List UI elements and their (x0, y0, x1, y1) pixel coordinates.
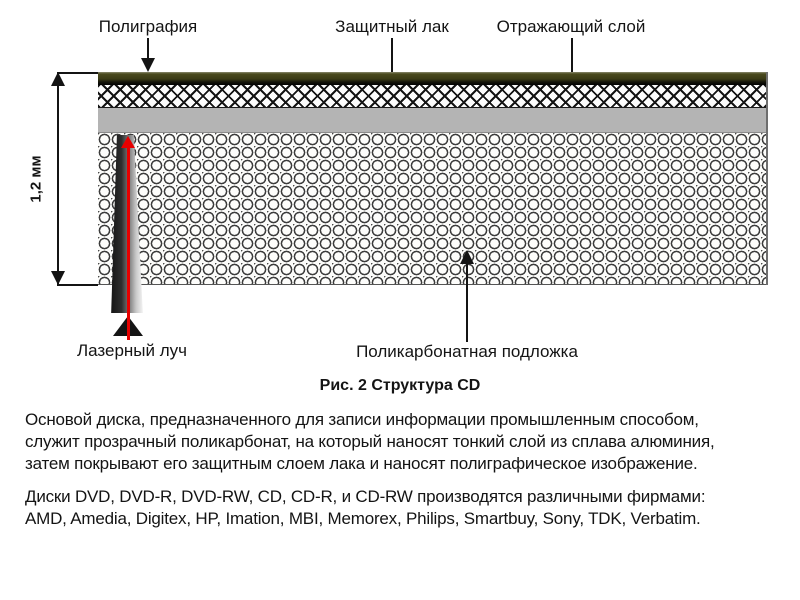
substrate-leader-line (466, 262, 468, 342)
polygraphy-layer (98, 72, 766, 85)
substrate-up-arrow-icon (460, 250, 474, 264)
figure-caption: Рис. 2 Структура CD (319, 377, 481, 394)
dimension-tick-bottom (57, 284, 98, 286)
paragraph-line: затем покрывают его защитным слоем лака … (25, 454, 698, 473)
laser-red-ray (127, 140, 130, 340)
dimension-line (57, 73, 59, 285)
paragraph-line: Диски DVD, DVD-R, DVD-RW, CD, CD-R, и CD… (25, 487, 706, 506)
thickness-label: 1,2 мм (27, 155, 45, 203)
cd-cross-section (98, 72, 768, 285)
lacquer-leader-line (391, 38, 393, 88)
reflective-layer (98, 108, 766, 133)
polycarbonate-substrate-layer (98, 133, 766, 285)
paragraph-line: AMD, Amedia, Digitex, HP, Imation, MBI, … (25, 509, 701, 528)
paragraph-disc-structure: Основой диска, предназначенного для запи… (25, 409, 785, 475)
polygraphy-leader-line (147, 38, 149, 60)
label-polygraphy: Полиграфия (98, 17, 198, 36)
polygraphy-down-arrow-icon (141, 58, 155, 72)
label-laser-beam: Лазерный луч (76, 341, 188, 360)
dimension-down-arrow-icon (51, 271, 65, 285)
label-polycarbonate-substrate: Поликарбонатная подложка (356, 342, 578, 361)
paragraph-manufacturers: Диски DVD, DVD-R, DVD-RW, CD, CD-R, и CD… (25, 486, 785, 530)
dimension-up-arrow-icon (51, 72, 65, 86)
dimension-tick-top (57, 72, 98, 74)
laser-red-up-arrow-icon (121, 136, 135, 148)
paragraph-line: Основой диска, предназначенного для запи… (25, 410, 699, 429)
protective-lacquer-layer (98, 85, 766, 108)
label-protective-lacquer: Защитный лак (335, 17, 449, 36)
paragraph-line: служит прозрачный поликарбонат, на котор… (25, 432, 715, 451)
label-reflective-layer: Отражающий слой (496, 17, 646, 36)
